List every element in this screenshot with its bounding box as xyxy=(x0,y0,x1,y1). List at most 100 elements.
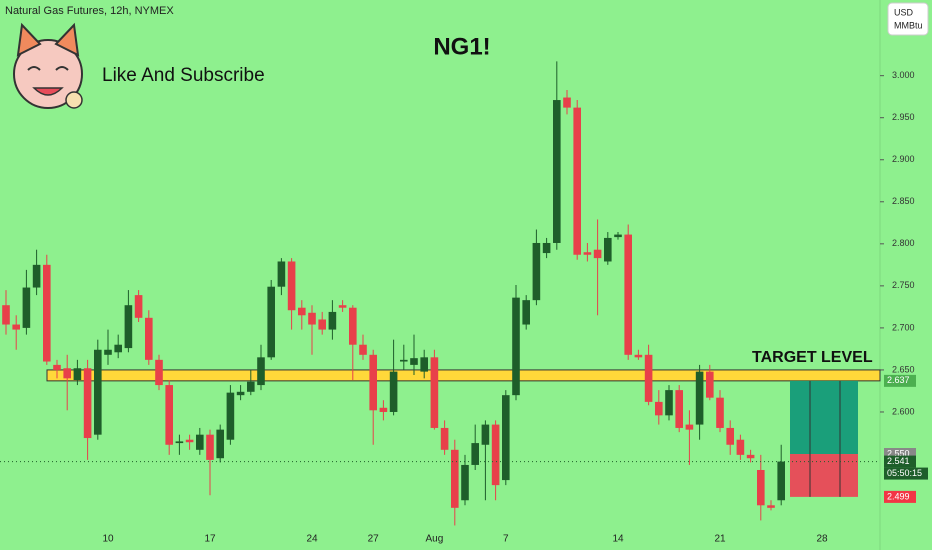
candle-body xyxy=(502,395,510,481)
candle-body xyxy=(267,286,275,358)
candle-body xyxy=(593,249,602,259)
candle-body xyxy=(471,443,479,465)
currency-label: USD xyxy=(894,7,914,17)
y-tick-label: 2.900 xyxy=(892,154,915,164)
candle-body xyxy=(512,297,520,396)
price-label: 2.499 xyxy=(887,491,910,501)
candle-body xyxy=(53,364,61,370)
candle-body xyxy=(553,100,561,243)
candle-body xyxy=(532,242,541,301)
candle-body xyxy=(308,312,316,325)
candle-body xyxy=(440,427,449,450)
y-tick-label: 2.700 xyxy=(892,322,915,332)
y-tick-label: 2.600 xyxy=(892,406,915,416)
candle-body xyxy=(338,305,347,308)
candle-body xyxy=(451,449,459,508)
candle-body xyxy=(757,469,765,506)
candle-body xyxy=(542,242,551,254)
candle-body xyxy=(614,234,622,238)
y-tick-label: 2.650 xyxy=(892,364,915,374)
x-tick-label: Aug xyxy=(426,534,444,545)
plot: 2.600 2.650 2.700 2.750 2.800 2.850 2.900 2.950… xyxy=(0,61,928,545)
y-tick-label: 2.950 xyxy=(892,112,915,122)
candle-body xyxy=(114,344,122,353)
candle-body xyxy=(236,391,245,396)
candle-body xyxy=(206,434,214,460)
candle-body xyxy=(665,390,673,416)
candle-body xyxy=(706,371,714,398)
y-tick-label: 2.850 xyxy=(892,196,915,206)
candle-body xyxy=(359,344,367,355)
candle-body xyxy=(726,427,734,445)
candle-body xyxy=(522,300,530,325)
x-tick-label: 24 xyxy=(306,534,318,545)
candle-body xyxy=(43,264,51,362)
candle-body xyxy=(196,434,204,450)
candle-body xyxy=(2,305,10,325)
chart-subtitle: Like And Subscribe xyxy=(102,65,265,86)
target-annotation: TARGET LEVEL xyxy=(752,349,873,366)
price-label-box xyxy=(884,455,916,468)
candle-body xyxy=(247,381,255,392)
candle-body xyxy=(134,295,143,318)
cat-logo xyxy=(13,22,83,109)
chart-title: NG1! xyxy=(433,33,490,60)
candle-body xyxy=(410,358,418,365)
candle-body xyxy=(83,368,92,439)
candle-body xyxy=(379,407,388,412)
candle-body xyxy=(94,349,102,435)
candle-body xyxy=(63,368,71,379)
candle-body xyxy=(573,107,581,255)
x-tick-label: 14 xyxy=(612,534,624,545)
price-label-box xyxy=(884,490,916,503)
candle-body xyxy=(12,324,20,330)
candle-body xyxy=(491,424,500,486)
candle-body xyxy=(32,264,41,288)
candle-body xyxy=(226,392,235,440)
candle-body xyxy=(746,454,755,459)
candle-body xyxy=(257,357,265,386)
candle-body xyxy=(104,349,112,355)
candle-body xyxy=(349,307,357,345)
candle-body xyxy=(685,424,694,430)
candle-body xyxy=(634,354,643,358)
candle-body xyxy=(604,237,612,262)
candle-body xyxy=(22,287,31,328)
candle-body xyxy=(716,397,724,428)
candle-body xyxy=(145,317,153,360)
y-tick-label: 2.750 xyxy=(892,280,915,290)
candle-body xyxy=(185,439,194,443)
candle-body xyxy=(369,354,377,411)
candle-body xyxy=(216,429,224,459)
loss-zone xyxy=(790,454,858,497)
countdown: 05:50:15 xyxy=(887,468,922,478)
candle-body xyxy=(400,359,408,362)
y-tick-label: 3.000 xyxy=(892,70,915,80)
candle-body xyxy=(736,439,745,455)
candle-body xyxy=(287,261,296,311)
unit-label: MMBtu xyxy=(894,20,923,30)
x-tick-label: 17 xyxy=(204,534,216,545)
candle-body xyxy=(328,311,337,330)
candle-body xyxy=(767,505,775,508)
unit-box[interactable] xyxy=(887,2,929,36)
symbol-label: Natural Gas Futures, 12h, NYMEX xyxy=(5,5,174,17)
candle-body xyxy=(298,307,306,316)
x-tick-label: 28 xyxy=(816,534,828,545)
candle-body xyxy=(73,368,82,381)
x-tick-label: 27 xyxy=(368,534,380,545)
target-band xyxy=(46,369,881,382)
candle-body xyxy=(461,464,469,501)
candle-body xyxy=(155,359,163,386)
candle-body xyxy=(777,461,785,501)
candle-body xyxy=(165,385,173,445)
candle-body xyxy=(624,234,632,355)
x-tick-label: 10 xyxy=(102,534,114,545)
candle-body xyxy=(175,441,184,444)
candle-body xyxy=(563,97,571,108)
price-label: 2.541 xyxy=(887,456,910,466)
candle-body xyxy=(277,261,286,287)
price-label-box xyxy=(884,374,916,387)
